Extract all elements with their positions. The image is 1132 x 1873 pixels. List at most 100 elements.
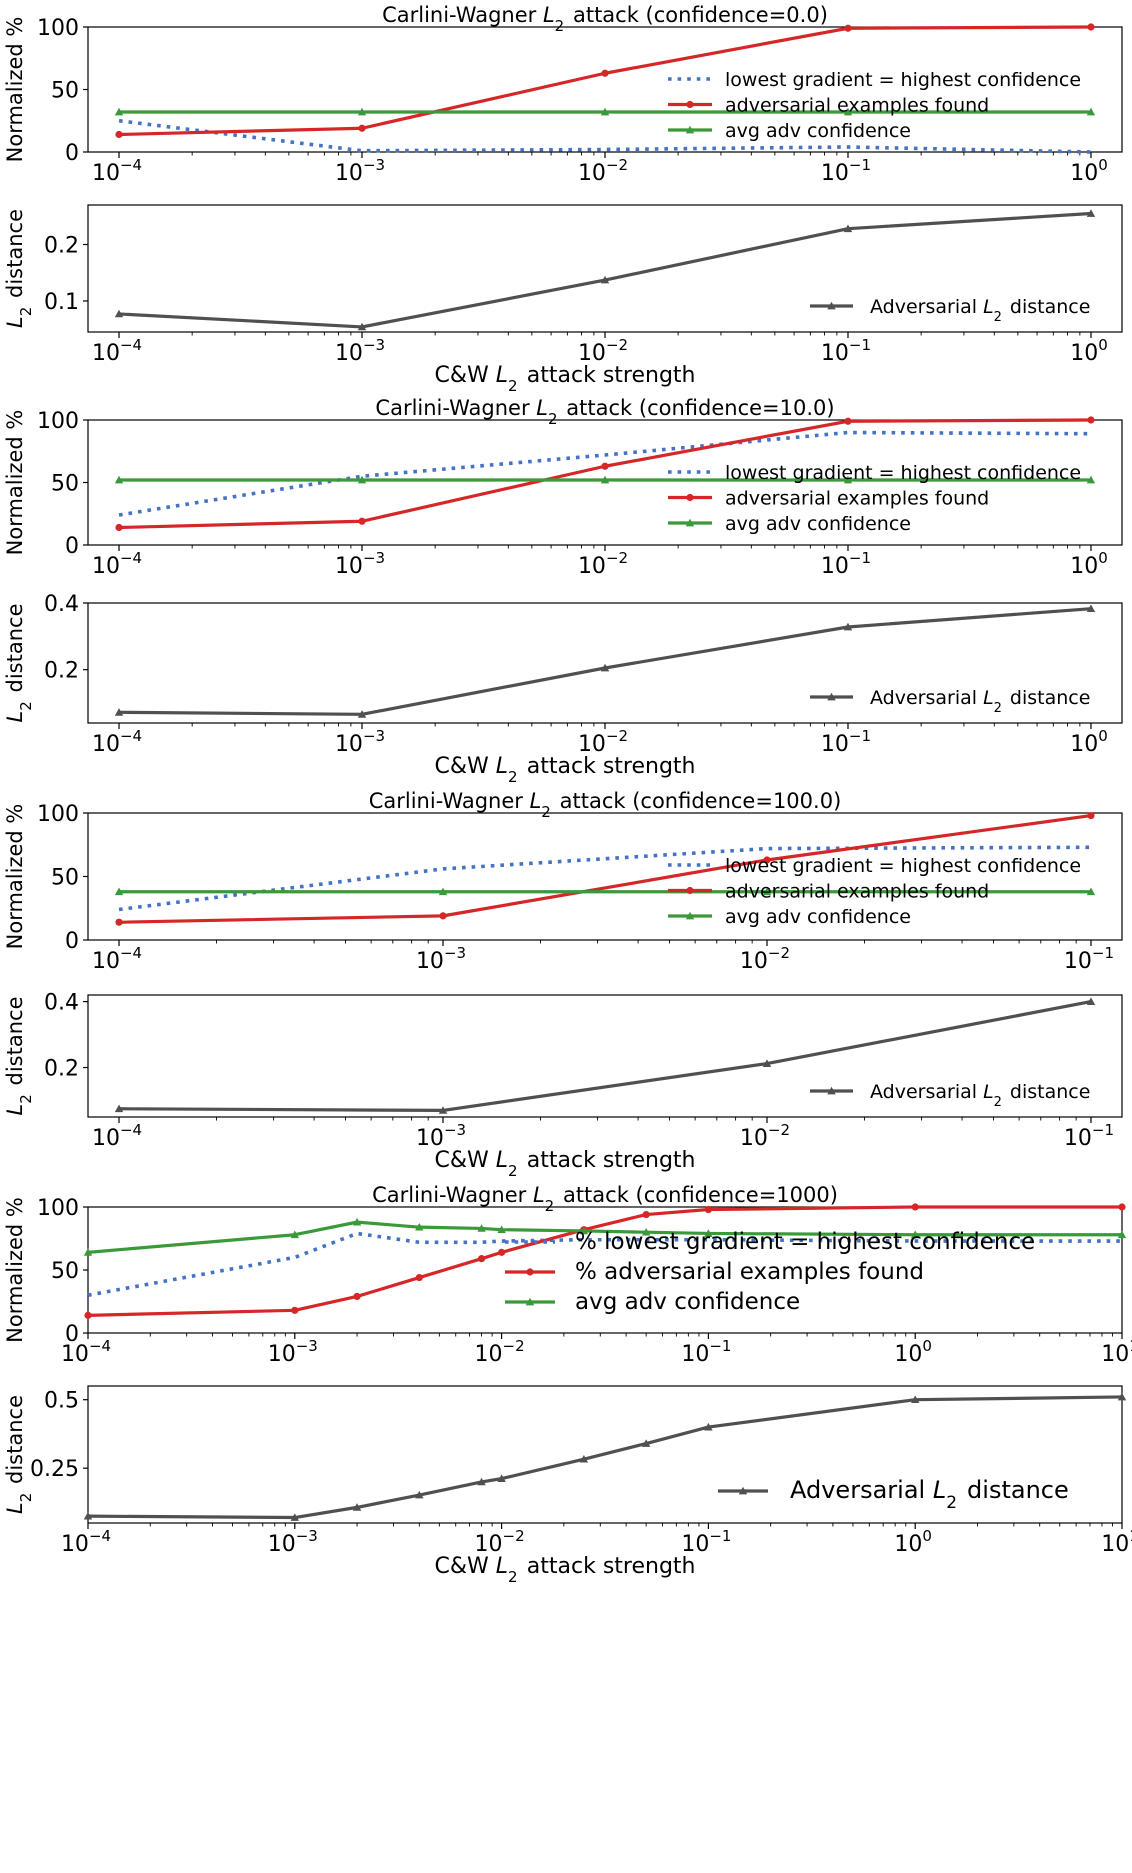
data-point [83,1248,93,1256]
series-1 [83,1392,1127,1521]
legend: Adversarial L2 distance [810,687,1090,716]
y-tick-label: 0.25 [30,1457,79,1482]
y-tick-label: 0.4 [44,592,79,617]
data-point [600,475,610,484]
chart-title: Carlini-Wagner L2 attack (confidence=10.… [375,396,834,428]
series-1 [118,430,1091,517]
data-point [415,1222,424,1231]
y-tick-label: 100 [37,16,79,41]
x-tick-label: 10−4 [92,156,142,186]
y-axis-label: L2 distance [3,1395,35,1514]
y-axis-label: Normalized % [3,410,27,556]
series-line [118,118,1092,154]
x-tick-label: 10−4 [61,1527,111,1557]
data-point [763,856,771,864]
data-point [290,1230,299,1239]
data-point [114,708,124,716]
x-tick-label: 100 [1070,727,1108,757]
y-tick-label: 0.2 [44,659,79,684]
legend-marker [686,100,694,109]
data-point [357,710,367,718]
data-point [357,322,367,331]
legend-label: Adversarial L2 distance [790,1476,1069,1513]
x-tick-label: 10−1 [821,727,871,757]
legend-marker [827,692,836,701]
x-tick-label: 10−4 [92,336,142,366]
series-2 [115,23,1095,139]
data-point [762,1059,772,1067]
y-tick-label: 100 [37,802,79,827]
legend-label: Adversarial L2 distance [870,1081,1090,1110]
series-2 [115,811,1095,926]
x-tick-label: 10−4 [92,1121,142,1151]
chart-panel-3: Carlini-Wagner L2 attack (confidence=10.… [3,396,1123,579]
y-tick-label: 0.4 [44,991,79,1016]
y-tick-label: 0 [65,929,79,954]
data-point [439,912,447,920]
x-tick-label: 10−4 [61,1337,111,1367]
x-tick-label: 10−1 [821,549,871,579]
data-point [357,475,367,484]
data-point [911,1395,920,1404]
data-point [601,69,609,77]
legend-label: % adversarial examples found [575,1259,924,1285]
series-1 [114,997,1096,1114]
chart-panel-6: L2 distance 0.2 0.4 10−4 10−3 10−2 10−1 C&W L2 … [3,991,1123,1180]
x-tick-label: 10−1 [681,1527,731,1557]
legend-label: avg adv confidence [575,1289,800,1315]
x-tick-label: 10−1 [681,1337,731,1367]
x-tick-label: 100 [1070,336,1108,366]
x-tick-label: 10−2 [578,727,628,757]
data-point [477,1477,486,1486]
data-point [642,1210,650,1219]
chart-panel-4: L2 distance 0.2 0.4 10−4 10−3 10−2 10−1 100 C&W … [3,592,1123,786]
y-tick-label: 0.5 [44,1389,79,1414]
y-axis-label: L2 distance [3,603,35,722]
data-point [641,1439,651,1447]
legend-marker [525,1297,535,1306]
data-point [438,1106,448,1114]
legend-label: avg adv confidence [725,906,911,928]
series-line [119,1000,1092,1113]
x-tick-label: 10−2 [578,156,628,186]
x-tick-label: 101 [1101,1337,1132,1367]
data-point [1118,1203,1126,1211]
legend-label: Adversarial L2 distance [870,296,1090,325]
data-point [477,1255,486,1263]
legend-label: lowest gradient = highest confidence [725,462,1081,484]
series-1 [114,604,1096,718]
data-point [600,107,610,116]
x-tick-label: 10−2 [578,336,628,366]
data-point [83,1511,93,1520]
y-tick-label: 100 [37,1196,79,1221]
data-point [843,622,853,631]
legend: lowest gradient = highest confidence adve… [668,69,1081,142]
x-axis-label: C&W L2 attack strength [435,363,696,395]
x-tick-label: 10−1 [1064,944,1114,974]
legend-label: % lowest gradient = highest confidence [575,1229,1035,1255]
chart-title: Carlini-Wagner L2 attack (confidence=100… [369,789,842,821]
x-tick-label: 10−2 [475,1337,525,1367]
x-tick-label: 10−4 [92,549,142,579]
x-tick-label: 100 [894,1527,932,1557]
series-2 [115,416,1095,532]
data-point [1087,416,1095,424]
data-point [497,1225,506,1234]
data-point [762,887,772,896]
data-point [1087,811,1095,820]
x-tick-label: 100 [1070,156,1108,186]
data-point [415,1273,423,1282]
x-tick-label: 10−1 [1064,1121,1114,1151]
legend-marker [526,1268,534,1276]
x-tick-label: 10−2 [740,944,790,974]
data-point [114,1104,124,1113]
legend: Adversarial L2 distance [810,1081,1090,1110]
data-point [352,1503,362,1511]
legend-marker [827,301,836,310]
y-tick-label: 50 [51,866,79,891]
legend-label: Adversarial L2 distance [870,687,1090,716]
data-point [844,24,852,32]
x-tick-label: 10−3 [268,1527,318,1557]
y-axis-label: Normalized % [3,804,27,950]
